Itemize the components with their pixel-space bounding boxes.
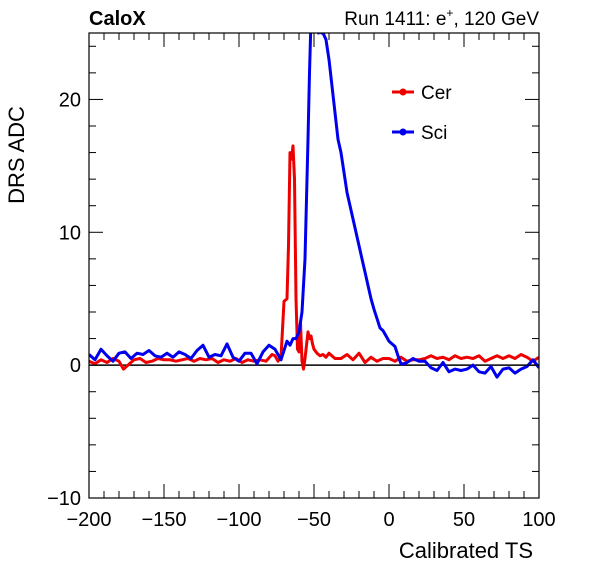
x-tick-label: −100 [216,509,261,531]
x-tick-label: −150 [141,509,186,531]
legend-label-sci: Sci [421,123,447,144]
x-tick-label: 0 [383,509,394,531]
legend: Cer Sci [392,83,452,144]
y-tick-label: 0 [70,355,81,377]
run-label: Run 1411: e+, 120 GeV [344,6,539,30]
y-tick-label: 20 [59,89,81,111]
run-prefix: Run 1411: e [344,9,446,30]
x-tick-label: −200 [66,509,111,531]
x-tick-label: 100 [522,509,555,531]
run-suffix: , 120 GeV [453,9,539,30]
legend-marker-sci [399,128,407,136]
x-axis-title: Calibrated TS [399,538,533,563]
experiment-label: CaloX [89,8,146,30]
plot-frame [88,32,540,499]
series-line-cer [89,144,539,371]
x-tick-label: 50 [453,509,475,531]
series-line-sci [89,33,539,379]
y-tick-label: −10 [47,488,81,510]
legend-label-cer: Cer [421,83,452,104]
series-layer [89,33,539,379]
y-tick-label: 10 [59,222,81,244]
x-tick-label: −50 [297,509,331,531]
y-axis-title: DRS ADC [4,106,29,204]
run-superscript: + [446,6,453,20]
legend-marker-cer [399,88,407,96]
